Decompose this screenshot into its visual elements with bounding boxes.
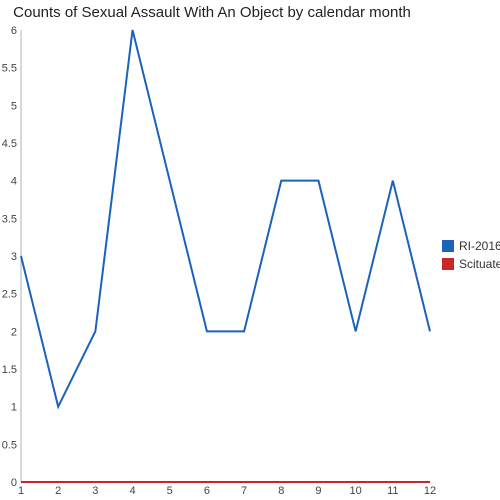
y-tick-label: 5 bbox=[11, 100, 17, 112]
x-tick-label: 11 bbox=[387, 485, 398, 497]
legend-swatch bbox=[442, 258, 454, 270]
legend: RI-2016 Scituate bbox=[442, 239, 500, 271]
y-tick-label: 1.5 bbox=[2, 364, 17, 376]
axes: 00.511.522.533.544.555.561 2 3 4 5 6 7 8 9 10 11 12 bbox=[2, 25, 436, 497]
x-tick-label: 3 bbox=[92, 485, 98, 497]
x-tick-label: 1 bbox=[18, 485, 24, 497]
y-tick-label: 6 bbox=[11, 25, 17, 37]
series-line bbox=[20, 29, 431, 410]
y-tick-label: 1 bbox=[11, 402, 17, 414]
x-tick-label: 6 bbox=[204, 485, 210, 497]
y-tick-label: 0.5 bbox=[2, 439, 17, 451]
y-tick-label: 4.5 bbox=[2, 138, 17, 150]
y-tick-label: 3.5 bbox=[2, 213, 17, 225]
x-tick-label: 5 bbox=[167, 485, 173, 497]
y-tick-label: 0 bbox=[11, 477, 17, 489]
legend-label: Scituate bbox=[459, 257, 500, 271]
x-tick-label: 8 bbox=[278, 485, 284, 497]
x-tick-label: 4 bbox=[129, 485, 135, 497]
chart-title: Counts of Sexual Assault With An Object … bbox=[13, 4, 411, 21]
x-tick-label: 7 bbox=[241, 485, 247, 497]
y-tick-label: 3 bbox=[11, 251, 17, 263]
x-tick-label: 12 bbox=[424, 485, 436, 497]
y-tick-label: 4 bbox=[11, 176, 17, 188]
legend-swatch bbox=[442, 240, 454, 252]
x-tick-label: 10 bbox=[350, 485, 362, 497]
y-tick-label: 2.5 bbox=[2, 289, 17, 301]
legend-label: RI-2016 bbox=[459, 239, 500, 253]
plot-area bbox=[20, 29, 431, 483]
y-tick-label: 5.5 bbox=[2, 63, 17, 75]
x-tick-label: 9 bbox=[315, 485, 321, 497]
x-tick-label: 2 bbox=[55, 485, 61, 497]
y-tick-label: 2 bbox=[11, 326, 17, 338]
